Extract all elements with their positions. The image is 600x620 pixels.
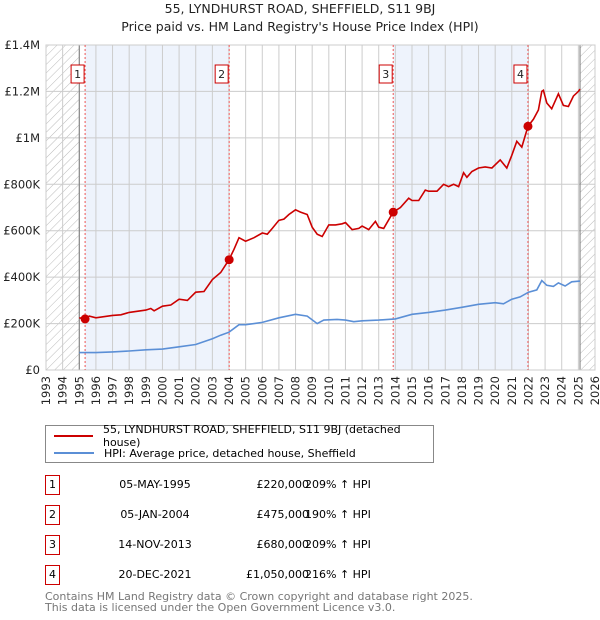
x-tick-label: 2006 [255, 376, 269, 405]
sale-label-box [378, 64, 393, 84]
x-tick-label: 2022 [521, 376, 535, 405]
legend-swatch-blue [54, 452, 94, 454]
sale-number: 2 [45, 505, 60, 525]
sale-number: 4 [45, 565, 60, 585]
legend-item-hpi: HPI: Average price, detached house, Shef… [54, 445, 356, 461]
sale-point [523, 121, 533, 131]
plot-border [45, 44, 596, 371]
table-row: 4 20-DEC-2021 £1,050,000 216% ↑ HPI [45, 565, 445, 585]
x-tick-label: 2007 [272, 376, 286, 405]
x-tick-label: 2009 [305, 376, 319, 405]
x-tick-label: 2002 [189, 376, 203, 405]
x-tick-label: 1993 [39, 376, 53, 405]
footer-copyright: Contains HM Land Registry data © Crown c… [45, 590, 473, 603]
shaded-band [85, 45, 230, 370]
y-tick-label: £400K [3, 270, 40, 284]
sale-date: 05-JAN-2004 [120, 508, 190, 521]
sale-number: 1 [45, 475, 60, 495]
table-row: 1 05-MAY-1995 £220,000 209% ↑ HPI [45, 475, 445, 495]
sale-price: £1,050,000 [246, 568, 309, 581]
x-tick-label: 2013 [372, 376, 386, 405]
x-tick-label: 2014 [388, 376, 402, 405]
sale-label-number: 3 [382, 68, 389, 81]
x-tick-label: 2019 [472, 376, 486, 405]
table-row: 2 05-JAN-2004 £475,000 190% ↑ HPI [45, 505, 445, 525]
sale-date: 20-DEC-2021 [118, 568, 192, 581]
sale-label-box [513, 64, 528, 84]
x-tick-label: 1997 [106, 376, 120, 405]
chart-title: 55, LYNDHURST ROAD, SHEFFIELD, S11 9BJ [164, 1, 436, 16]
y-tick-label: £800K [3, 177, 40, 191]
sale-price: £475,000 [256, 508, 310, 521]
y-tick-label: £0 [25, 363, 40, 377]
x-tick-label: 2015 [405, 376, 419, 405]
legend-item-property: 55, LYNDHURST ROAD, SHEFFIELD, S11 9BJ (… [54, 423, 433, 449]
legend-swatch-red [54, 435, 93, 437]
x-tick-label: 2003 [205, 376, 219, 405]
sale-point [80, 314, 90, 324]
property-price-line [79, 88, 581, 320]
x-tick-label: 2020 [488, 376, 502, 405]
x-tick-label: 2017 [438, 376, 452, 405]
sale-date: 14-NOV-2013 [118, 538, 192, 551]
footer-licence: This data is licensed under the Open Gov… [45, 601, 396, 614]
x-tick-label: 2012 [355, 376, 369, 405]
x-tick-label: 2018 [455, 376, 469, 405]
x-tick-label: 2008 [289, 376, 303, 405]
sale-point [224, 255, 234, 265]
sale-price: £680,000 [256, 538, 310, 551]
hpi-line [79, 279, 581, 354]
legend-label: HPI: Average price, detached house, Shef… [104, 446, 356, 460]
x-tick-label: 2024 [555, 376, 569, 405]
x-tick-label: 2016 [422, 376, 436, 405]
y-tick-label: £200K [3, 317, 40, 331]
sale-label-box [214, 64, 229, 84]
shaded-band [393, 45, 528, 370]
sale-point [388, 207, 398, 217]
sale-hpi: 190% ↑ HPI [305, 508, 371, 521]
sale-label-number: 1 [74, 68, 81, 81]
x-tick-label: 1999 [139, 376, 153, 405]
legend-label: 55, LYNDHURST ROAD, SHEFFIELD, S11 9BJ (… [102, 423, 401, 449]
x-tick-label: 1995 [72, 376, 86, 405]
sale-hpi: 209% ↑ HPI [305, 478, 371, 491]
sale-date: 05-MAY-1995 [119, 478, 191, 491]
sale-hpi: 216% ↑ HPI [305, 568, 371, 581]
legend: 55, LYNDHURST ROAD, SHEFFIELD, S11 9BJ (… [45, 423, 434, 463]
hatched-region-right [580, 45, 595, 370]
x-tick-label: 2021 [505, 376, 519, 405]
x-tick-label: 2010 [322, 376, 336, 405]
sale-label-number: 4 [517, 68, 524, 81]
x-tick-label: 2023 [538, 376, 552, 405]
x-tick-label: 1998 [122, 376, 136, 405]
y-tick-label: £600K [3, 224, 40, 238]
x-tick-label: 1996 [89, 376, 103, 405]
y-tick-label: £1M [15, 131, 40, 145]
x-tick-label: 2005 [239, 376, 253, 405]
table-row: 3 14-NOV-2013 £680,000 209% ↑ HPI [45, 535, 445, 555]
x-tick-label: 2004 [222, 376, 236, 405]
sale-hpi: 209% ↑ HPI [305, 538, 371, 551]
sale-price: £220,000 [256, 478, 310, 491]
x-tick-label: 2001 [172, 376, 186, 405]
x-tick-label: 2011 [338, 376, 352, 405]
price-chart: 1993 1994 1995 1996 1997 1998 1999 2000 2001 2002… [3, 38, 600, 405]
sale-label-box [70, 64, 85, 84]
sale-label-number: 2 [218, 68, 225, 81]
sale-number: 3 [45, 535, 60, 555]
x-tick-label: 2025 [571, 376, 585, 405]
x-tick-label: 2026 [588, 376, 600, 405]
y-tick-label: £1.4M [4, 38, 40, 52]
chart-subtitle: Price paid vs. HM Land Registry's House … [121, 19, 479, 34]
x-tick-label: 2000 [155, 376, 169, 405]
y-tick-label: £1.2M [4, 84, 40, 98]
x-tick-label: 1994 [56, 376, 70, 405]
